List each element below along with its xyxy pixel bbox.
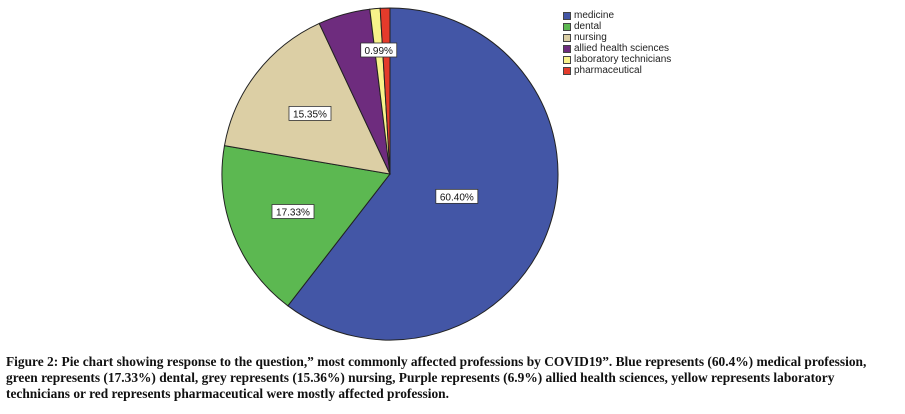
- legend-label: medicine: [574, 10, 615, 21]
- legend-label: laboratory technicians: [574, 54, 672, 65]
- legend-swatch: [563, 66, 571, 75]
- svg-text:60.40%: 60.40%: [440, 192, 474, 203]
- slice-nursing: [223, 22, 391, 175]
- slice-dental: [221, 145, 391, 307]
- legend-item-pharmaceutical: pharmaceutical: [563, 65, 671, 76]
- legend: medicine dental nursing allied health scien…: [563, 10, 671, 76]
- legend-item-dental: dental: [563, 21, 671, 32]
- data-label-laboratory-technicians: 0.99%: [360, 42, 398, 58]
- data-label-dental: 17.33%: [271, 204, 315, 219]
- data-label-nursing: 15.35%: [288, 106, 332, 121]
- legend-item-nursing: nursing: [563, 32, 671, 43]
- legend-label: allied health sciences: [574, 43, 670, 54]
- caption-text: Figure 2: Pie chart showing response to …: [6, 354, 867, 401]
- legend-swatch: [563, 33, 571, 42]
- svg-text:15.35%: 15.35%: [293, 109, 327, 120]
- legend-label: pharmaceutical: [574, 65, 642, 76]
- data-label-medicine: 60.40%: [435, 188, 479, 204]
- legend-item-laboratory-technicians: laboratory technicians: [563, 54, 671, 65]
- figure-caption: Figure 2: Pie chart showing response to …: [6, 354, 899, 402]
- slice-medicine: [287, 7, 559, 341]
- svg-text:0.99%: 0.99%: [365, 46, 393, 57]
- legend-swatch: [563, 22, 571, 31]
- legend-label: dental: [574, 21, 602, 32]
- legend-swatch: [563, 11, 571, 20]
- legend-swatch: [563, 55, 571, 64]
- svg-text:17.33%: 17.33%: [276, 207, 310, 218]
- legend-item-allied-health-sciences: allied health sciences: [563, 43, 671, 54]
- pie-chart: 60.40% 17.33% 15.35% 0.99%: [221, 7, 559, 341]
- legend-item-medicine: medicine: [563, 10, 671, 21]
- legend-label: nursing: [574, 32, 607, 43]
- legend-swatch: [563, 44, 571, 53]
